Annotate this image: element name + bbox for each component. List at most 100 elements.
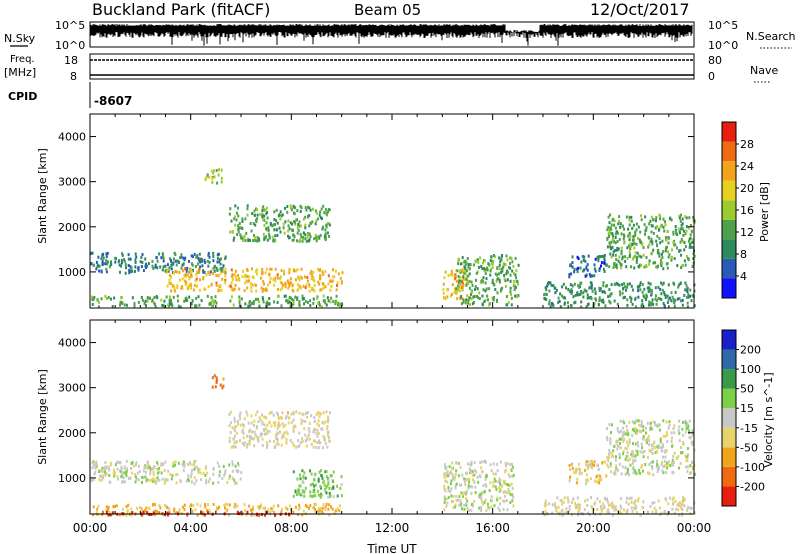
data-cell [268,411,271,415]
data-cell [108,474,111,477]
data-cell [628,223,631,227]
data-cell [304,419,307,423]
data-cell [648,287,651,291]
data-cell [304,206,307,210]
data-cell [664,223,667,227]
data-cell [616,509,619,513]
data-cell [662,445,665,449]
data-cell [628,420,631,424]
data-cell [555,509,558,513]
data-cell [631,450,634,454]
data-cell [502,265,505,269]
data-cell [325,410,328,414]
data-cell [485,509,488,512]
data-cell [463,477,466,481]
data-cell [461,507,463,511]
data-cell [158,504,161,508]
data-cell [327,507,330,511]
data-cell [134,265,137,269]
data-cell [262,506,265,510]
data-cell [168,281,171,285]
data-cell [199,471,202,475]
data-cell [665,420,668,424]
data-cell [545,288,548,292]
data-cell [220,289,223,292]
data-cell [646,438,648,441]
data-cell [294,222,297,226]
data-cell [461,281,464,285]
data-cell [237,230,240,234]
data-cell [204,467,207,471]
freq-tick-top: 18 [64,54,78,67]
data-cell [640,263,643,267]
data-cell [182,469,185,473]
data-cell [471,302,474,306]
data-cell [648,259,651,263]
data-cell [608,241,611,245]
data-cell [319,484,322,488]
data-cell [622,426,625,430]
data-cell [668,217,671,221]
data-cell [158,511,161,515]
data-cell [507,487,510,491]
data-cell [212,169,215,173]
data-cell [600,477,603,481]
data-cell [306,435,309,439]
data-cell [101,470,104,474]
data-cell [618,437,621,441]
data-cell [324,442,327,446]
data-cell [584,259,587,263]
data-cell [613,223,615,227]
data-cell [298,506,301,510]
data-cell [469,469,472,472]
data-cell [673,282,676,286]
data-cell [664,296,667,300]
data-cell [480,508,483,512]
data-cell [160,471,163,475]
data-cell [498,263,501,267]
data-cell [218,260,221,264]
data-cell [294,489,297,493]
data-cell [652,473,655,477]
data-cell [477,480,480,484]
data-cell [235,469,238,473]
data-cell [211,299,214,302]
data-cell [319,216,322,220]
x-tick-label: 16:00 [475,521,510,535]
data-cell [686,290,689,293]
data-cell [284,206,286,210]
data-cell [655,265,657,269]
data-cell [198,270,201,274]
data-cell [576,291,579,295]
data-cell [222,384,225,388]
data-cell [324,508,327,512]
data-cell [246,204,249,208]
data-cell [328,486,331,490]
data-cell [224,281,227,285]
data-cell [606,237,609,240]
data-cell [651,240,654,244]
data-cell [276,423,279,427]
y-tick-label: 1000 [58,472,86,485]
data-cell [156,463,159,466]
data-cell [228,474,231,478]
data-cell [312,297,315,301]
cpid-value: -8607 [94,94,132,108]
data-cell [562,282,565,286]
data-cell [610,292,613,296]
data-cell [626,282,629,286]
data-cell [306,505,309,509]
data-cell [568,505,571,509]
data-cell [302,481,305,484]
data-cell [451,473,454,477]
data-cell [273,300,276,304]
data-cell [565,507,568,511]
data-cell [492,480,495,484]
data-cell [593,287,596,291]
data-cell [586,293,589,297]
colorbar-segment [722,330,736,350]
data-region [606,213,696,271]
data-cell [483,259,486,263]
data-cell [471,478,474,482]
data-cell [616,447,619,451]
